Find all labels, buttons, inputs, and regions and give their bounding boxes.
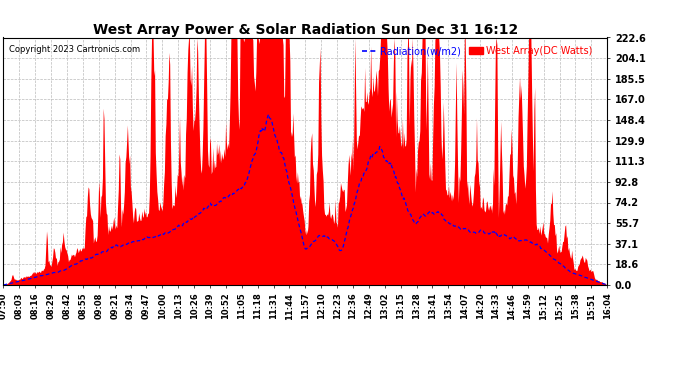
Text: Copyright 2023 Cartronics.com: Copyright 2023 Cartronics.com [10, 45, 141, 54]
Title: West Array Power & Solar Radiation Sun Dec 31 16:12: West Array Power & Solar Radiation Sun D… [92, 24, 518, 38]
Legend: Radiation(w/m2), West Array(DC Watts): Radiation(w/m2), West Array(DC Watts) [359, 42, 596, 60]
